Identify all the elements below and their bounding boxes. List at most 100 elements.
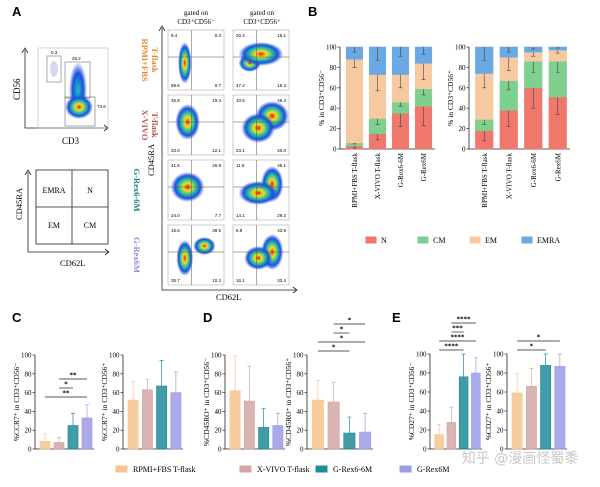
y-axis-label: % in CD3⁺CD56⁺ — [446, 70, 455, 126]
y-tick-label: 0 — [28, 446, 32, 454]
error-bar — [506, 57, 511, 71]
y-tick-label: 80 — [25, 370, 33, 378]
density-blob — [241, 113, 275, 143]
panel-label-a: A — [12, 4, 22, 19]
col-header-1-line1: gated on — [184, 9, 208, 17]
error-bar — [461, 353, 466, 377]
bar — [525, 385, 537, 450]
legend-swatch — [399, 465, 412, 473]
error-bar — [531, 87, 536, 109]
y-tick-label: 60 — [25, 389, 33, 397]
error-bar — [555, 61, 560, 73]
panel-label-b: B — [308, 4, 317, 19]
error-bar — [531, 47, 536, 50]
bar — [540, 365, 552, 450]
y-tick-label: 60 — [113, 389, 121, 397]
significance-label: **** — [451, 334, 466, 342]
quadrant-cm: CM — [84, 221, 96, 230]
bar — [359, 431, 372, 450]
quadrant-value: 16.3 — [277, 83, 286, 88]
significance-label: * — [348, 317, 352, 325]
quadrant-value: 9.4 — [171, 33, 178, 38]
y-tick-label: 80 — [330, 64, 338, 72]
row-label-1: X-VIVOT-flask — [140, 110, 160, 141]
quadrant-xlabel: CD62L — [60, 258, 86, 268]
error-bar — [352, 47, 357, 53]
row-label-line1: G-Rex6M — [132, 237, 142, 273]
y-tick-label: 0 — [462, 146, 466, 154]
bar — [446, 422, 457, 450]
error-bar — [473, 357, 478, 373]
quadrant-value: 38.5 — [212, 228, 221, 233]
row-label-0: RPMI+FBST-flask — [140, 38, 160, 81]
quadrant-value: 33.0 — [171, 148, 180, 153]
panel-label-e: E — [392, 310, 401, 325]
x-tick-label: G-Rex6-6M — [530, 152, 538, 187]
quadrant-value: 6.8 — [236, 228, 243, 233]
row-label-line2: T-flask — [150, 47, 160, 72]
gate-value-cd56neg: 73.6 — [97, 104, 106, 109]
y-axis-label: %CD27⁺ in CD3⁺CD56⁻ — [407, 363, 416, 441]
quadrant-value: 41.5 — [171, 163, 180, 168]
y-tick-label: 100 — [416, 351, 427, 359]
density-blob — [176, 240, 194, 276]
legend-swatch-cm — [417, 236, 429, 244]
y-tick-label: 40 — [297, 408, 305, 416]
y-tick-label: 100 — [211, 352, 222, 360]
legend-swatch-emra — [521, 236, 533, 244]
chart-d-left: 0 20 40 60 80 100%CD45RO⁺ in CD3⁺CD56⁻ — [202, 352, 285, 454]
density-blob — [238, 42, 284, 66]
quadrant-ylabel: CD45RA — [14, 187, 24, 220]
significance-label: * — [537, 334, 541, 342]
quadrant-value: 14.1 — [236, 213, 245, 218]
row-label-line2: T-flask — [150, 112, 160, 137]
row-label-line1: G-Rex6-6M — [132, 169, 142, 212]
error-bar — [555, 50, 560, 54]
error-bar — [275, 412, 280, 426]
error-bar — [347, 416, 352, 434]
quadrant-value: 46.3 — [277, 98, 286, 103]
error-bar — [233, 355, 238, 391]
quadrant-value: 10.6 — [236, 98, 245, 103]
bar — [258, 427, 270, 450]
gate-value-nk: 0.3 — [51, 50, 58, 55]
panel-label-c: C — [12, 310, 22, 325]
flow-plot: 20.4 16.1 47.2 16.3 — [232, 29, 290, 91]
row-label-2: G-Rex6-6M — [132, 169, 142, 212]
y-tick-label: 100 — [109, 352, 120, 360]
col-header-1-line2: CD3⁺CD56⁻ — [177, 18, 215, 26]
bar-segment-em — [345, 58, 364, 144]
bar — [471, 372, 481, 450]
error-bar — [375, 118, 380, 125]
bar — [127, 399, 139, 450]
flow-plot-grid: gated on CD3⁺CD56⁻ gated on CD3⁺CD56⁺ CD… — [132, 9, 298, 302]
y-tick-label: 20 — [420, 427, 428, 435]
plot-frame — [167, 29, 225, 91]
y-tick-label: 80 — [113, 370, 121, 378]
error-bar — [421, 47, 426, 55]
density-blob — [244, 246, 273, 270]
y-tick-label: 40 — [497, 408, 505, 416]
quadrant-value: 26.8 — [212, 163, 221, 168]
row-label-3: G-Rex6M — [132, 237, 142, 273]
quadrant-value: 10.2 — [212, 278, 221, 283]
legend-label-emra: EMRA — [537, 236, 560, 245]
bar — [511, 392, 523, 450]
significance-label: * — [340, 326, 344, 334]
bar — [229, 390, 241, 450]
bar — [53, 442, 65, 450]
y-tick-label: 80 — [497, 370, 505, 378]
bar — [39, 441, 51, 450]
quadrant-emra: EMRA — [42, 186, 65, 195]
y-tick-label: 80 — [459, 64, 467, 72]
error-bar — [398, 102, 403, 107]
bar — [156, 385, 168, 450]
error-bar — [315, 380, 320, 401]
flow-xlabel: CD62L — [216, 292, 242, 302]
y-axis-label: %CD45RO⁺ in CD3⁺CD56⁺ — [284, 358, 293, 446]
legend-label-cm: CM — [433, 236, 445, 245]
y-tick-label: 20 — [25, 427, 33, 435]
y-tick-label: 0 — [423, 446, 427, 454]
